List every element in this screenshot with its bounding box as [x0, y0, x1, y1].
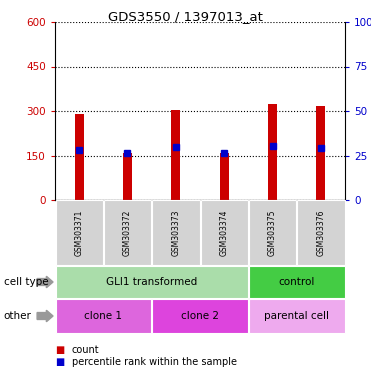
Text: cell type: cell type: [4, 277, 48, 287]
Text: GSM303372: GSM303372: [123, 209, 132, 256]
Bar: [268, 104, 277, 200]
Text: GSM303375: GSM303375: [268, 209, 277, 256]
Text: GDS3550 / 1397013_at: GDS3550 / 1397013_at: [108, 10, 263, 23]
Bar: [75, 114, 83, 200]
Text: ■: ■: [55, 357, 64, 367]
Bar: [123, 152, 132, 200]
Text: other: other: [4, 311, 32, 321]
Text: GSM303371: GSM303371: [75, 209, 84, 256]
Text: control: control: [279, 277, 315, 287]
Bar: [171, 110, 180, 200]
Text: parental cell: parental cell: [264, 311, 329, 321]
Text: GSM303376: GSM303376: [316, 209, 325, 256]
Text: GSM303373: GSM303373: [171, 209, 180, 256]
Bar: [220, 152, 229, 200]
Bar: [316, 106, 325, 200]
Text: clone 2: clone 2: [181, 311, 219, 321]
Text: count: count: [72, 345, 99, 355]
Text: percentile rank within the sample: percentile rank within the sample: [72, 357, 237, 367]
Text: clone 1: clone 1: [84, 311, 122, 321]
Text: ■: ■: [55, 345, 64, 355]
Text: GSM303374: GSM303374: [220, 209, 229, 256]
Text: GLI1 transformed: GLI1 transformed: [106, 277, 197, 287]
